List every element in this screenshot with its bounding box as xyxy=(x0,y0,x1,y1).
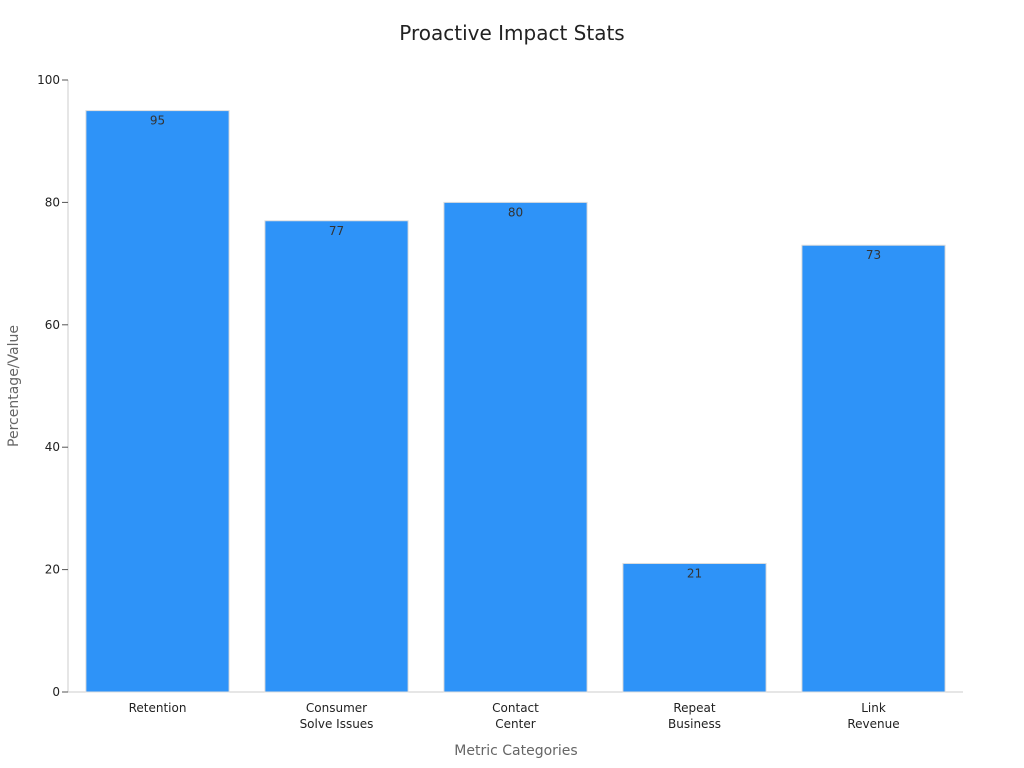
y-axis-title: Percentage/Value xyxy=(6,325,22,447)
data-labels: 95 77 80 21 73 xyxy=(150,114,881,581)
x-tick-label: Link Revenue xyxy=(847,701,899,731)
data-label: 95 xyxy=(150,114,165,128)
bar xyxy=(85,110,230,693)
x-axis: Retention Consumer Solve Issues Contact Cent… xyxy=(68,691,963,731)
data-label: 73 xyxy=(866,248,881,262)
chart-title: Proactive Impact Stats xyxy=(399,21,624,45)
y-tick-label: 60 xyxy=(45,318,60,332)
data-label: 21 xyxy=(687,566,702,580)
data-label: 80 xyxy=(508,205,523,219)
x-axis-title: Metric Categories xyxy=(454,743,577,759)
y-tick-label: 0 xyxy=(52,685,60,699)
bar xyxy=(443,201,588,693)
y-axis: 0 20 40 60 80 100 xyxy=(37,73,69,699)
x-tick-label: Consumer Solve Issues xyxy=(300,701,374,731)
y-tick-label: 40 xyxy=(45,440,60,454)
y-tick-label: 100 xyxy=(37,73,60,87)
y-tick-label: 20 xyxy=(45,563,60,577)
bar xyxy=(622,562,767,693)
bar xyxy=(264,220,409,693)
data-label: 77 xyxy=(329,224,344,238)
x-tick-label: Contact Center xyxy=(492,701,539,731)
bar xyxy=(801,244,946,693)
y-tick-label: 80 xyxy=(45,195,60,209)
x-tick-label: Retention xyxy=(129,701,187,715)
x-tick-label: Repeat Business xyxy=(668,701,721,731)
bars xyxy=(85,110,946,693)
